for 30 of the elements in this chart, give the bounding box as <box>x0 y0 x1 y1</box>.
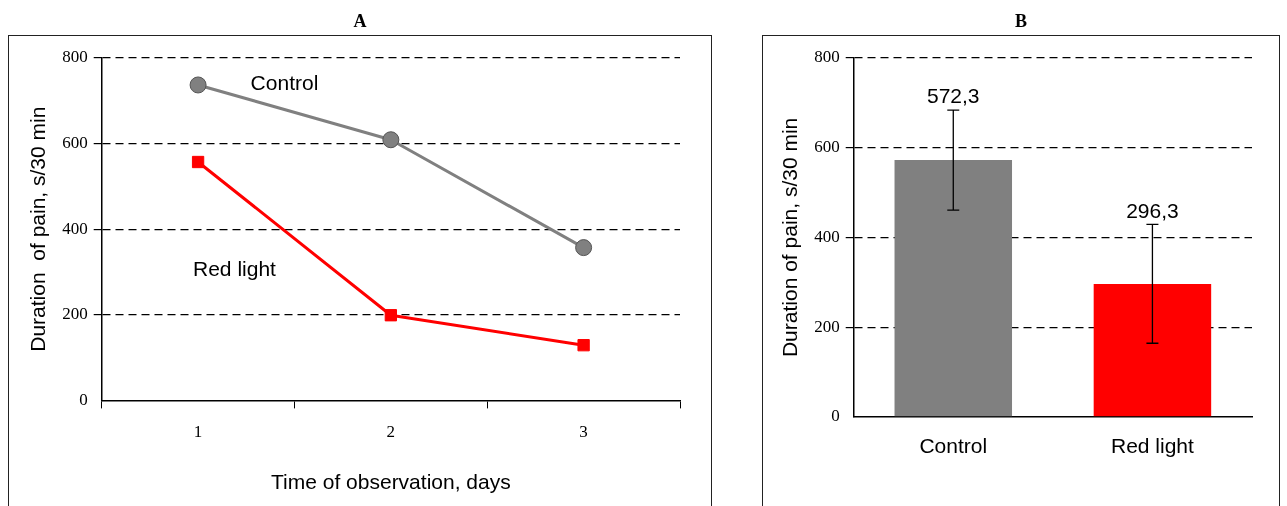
y-tick-label: 0 <box>831 406 840 426</box>
data-label: 296,3 <box>1126 198 1179 222</box>
chart-title: A <box>352 10 368 33</box>
x-tick-label: 1 <box>193 422 203 442</box>
x-tick-label: Red light <box>1110 434 1195 458</box>
x-tick-label: 3 <box>579 422 588 442</box>
x-axis-title: Time of observation, days <box>271 470 511 494</box>
series-label: Red light <box>193 257 277 281</box>
y-axis-title: Duration of pain, s/30 min <box>26 106 50 352</box>
x-tick-label: 2 <box>386 422 396 442</box>
y-tick-label: 800 <box>814 47 840 67</box>
y-tick-label: 0 <box>79 389 88 409</box>
point <box>575 239 593 257</box>
point <box>577 339 590 352</box>
y-tick-label: 600 <box>814 137 840 157</box>
point <box>384 309 398 322</box>
x-tick-label: Control <box>919 434 988 458</box>
y-tick-label: 800 <box>62 47 88 67</box>
series-label: Control <box>250 71 319 95</box>
point <box>189 76 207 94</box>
chart-title: B <box>1014 10 1028 33</box>
point <box>191 155 205 169</box>
point <box>382 131 400 149</box>
y-tick-label: 200 <box>814 316 840 336</box>
y-tick-label: 400 <box>814 226 840 246</box>
y-tick-label: 600 <box>62 133 88 153</box>
data-label: 572,3 <box>926 84 980 108</box>
y-tick-label: 400 <box>62 218 88 238</box>
y-tick-label: 200 <box>62 304 88 324</box>
y-axis-title: Duration of pain, s/30 min <box>778 117 802 358</box>
